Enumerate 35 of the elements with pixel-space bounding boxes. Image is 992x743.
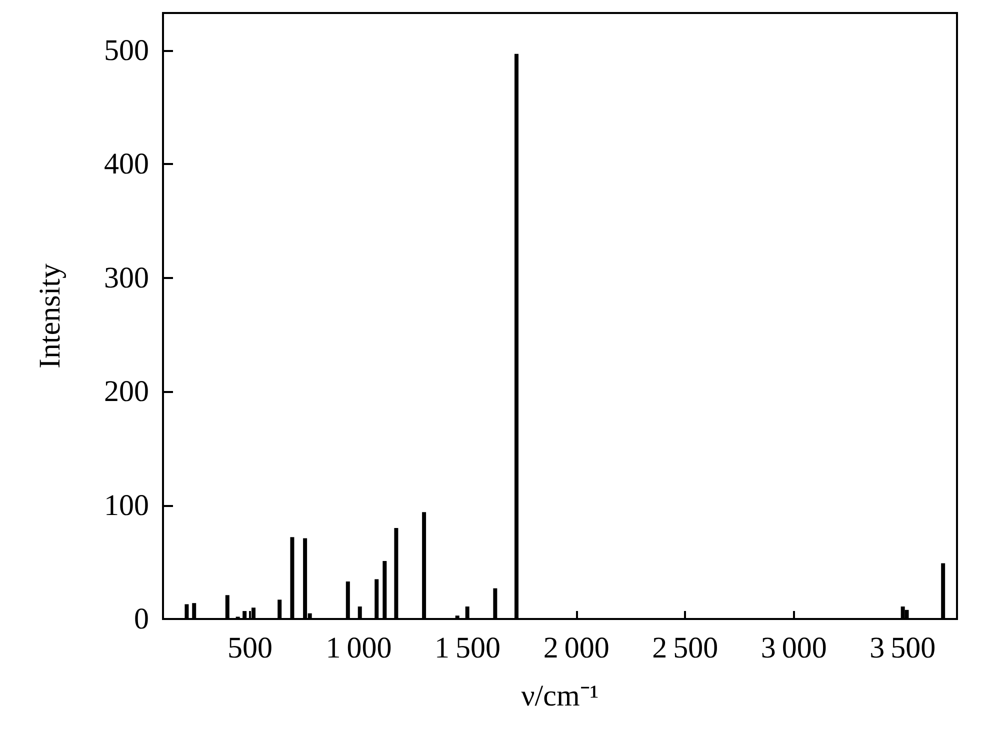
x-tick-label: 1 000 bbox=[326, 632, 392, 664]
y-tick-label: 200 bbox=[104, 375, 149, 408]
bar bbox=[465, 606, 470, 619]
bar bbox=[242, 611, 247, 619]
y-tick-label: 100 bbox=[104, 488, 149, 522]
bar bbox=[900, 606, 905, 619]
bar bbox=[904, 610, 909, 619]
x-tick-label: 3 500 bbox=[870, 632, 936, 664]
bar bbox=[394, 528, 398, 619]
y-axis-title: Intensity bbox=[34, 264, 66, 368]
y-tick-label: 500 bbox=[104, 34, 149, 68]
bar bbox=[422, 512, 426, 619]
y-tick-label: 0 bbox=[134, 602, 149, 636]
x-tick-label: 1 500 bbox=[434, 632, 501, 664]
bar bbox=[225, 595, 230, 619]
bar bbox=[251, 608, 256, 619]
bar bbox=[455, 616, 460, 619]
bar bbox=[358, 606, 362, 619]
bar bbox=[374, 579, 379, 619]
x-tick-label: 500 bbox=[228, 632, 273, 664]
bar bbox=[514, 54, 518, 619]
bar bbox=[493, 588, 498, 619]
x-tick-label: 2 500 bbox=[652, 632, 718, 664]
bar bbox=[192, 603, 196, 619]
bar bbox=[278, 600, 282, 619]
bar bbox=[184, 604, 189, 619]
x-tick-label: 3 000 bbox=[760, 632, 827, 664]
bar bbox=[346, 581, 350, 619]
y-tick-label: 400 bbox=[104, 148, 149, 181]
y-tick-label: 300 bbox=[104, 261, 149, 294]
x-tick-label: 2 000 bbox=[543, 632, 610, 664]
bar bbox=[382, 561, 387, 619]
bar bbox=[290, 537, 294, 619]
bar bbox=[941, 563, 946, 619]
x-axis-title: ν/cm⁻¹ bbox=[521, 680, 599, 712]
